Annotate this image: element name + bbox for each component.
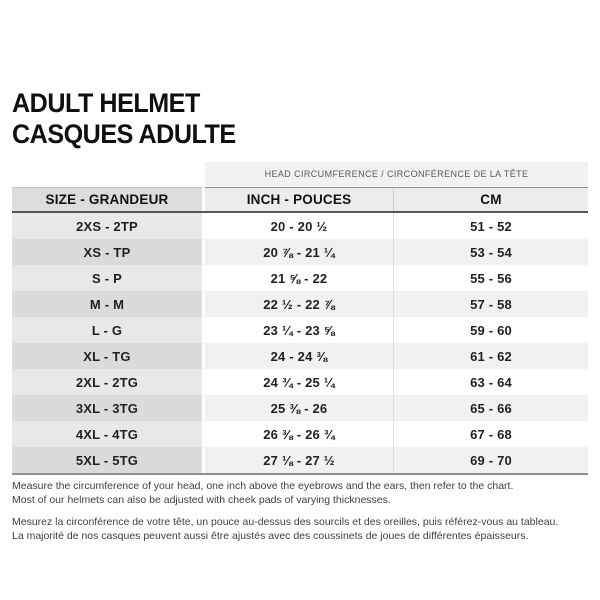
table-row: 2XL - 2TG 24 ¾ - 25 ¼ 63 - 64 xyxy=(12,369,588,395)
notes-french: Mesurez la circonférence de votre tête, … xyxy=(12,516,588,543)
inch-cell: 27 ⅛ - 27 ½ xyxy=(205,447,393,473)
table-row: M - M 22 ½ - 22 ⅞ 57 - 58 xyxy=(12,291,588,317)
cm-cell: 51 - 52 xyxy=(394,213,588,239)
cm-cell: 59 - 60 xyxy=(394,317,588,343)
size-table-body: 2XS - 2TP 20 - 20 ½ 51 - 52 XS - TP 20 ⅞ - 2… xyxy=(12,213,588,475)
page-title: ADULT HELMET CASQUES ADULTE xyxy=(12,88,253,150)
table-row: XS - TP 20 ⅞ - 21 ¼ 53 - 54 xyxy=(12,239,588,265)
inch-cell: 22 ½ - 22 ⅞ xyxy=(205,291,393,317)
column-divider xyxy=(393,265,394,291)
page-title-en: ADULT HELMET xyxy=(12,88,200,118)
cm-cell: 61 - 62 xyxy=(394,343,588,369)
column-divider xyxy=(393,187,394,211)
size-cell: L - G xyxy=(12,317,202,343)
inch-cell: 24 ¾ - 25 ¼ xyxy=(205,369,393,395)
size-cell: XS - TP xyxy=(12,239,202,265)
column-divider xyxy=(393,291,394,317)
table-row: L - G 23 ¼ - 23 ⅝ 59 - 60 xyxy=(12,317,588,343)
size-cell: 2XS - 2TP xyxy=(12,213,202,239)
size-cell: 5XL - 5TG xyxy=(12,447,202,473)
span-header-row: HEAD CIRCUMFERENCE / CIRCONFÉRENCE DE LA… xyxy=(12,162,588,186)
column-header-size: SIZE - GRANDEUR xyxy=(12,187,202,211)
size-cell: 2XL - 2TG xyxy=(12,369,202,395)
table-row: 5XL - 5TG 27 ⅛ - 27 ½ 69 - 70 xyxy=(12,447,588,473)
span-header-label: HEAD CIRCUMFERENCE / CIRCONFÉRENCE DE LA… xyxy=(205,162,588,186)
inch-cell: 23 ¼ - 23 ⅝ xyxy=(205,317,393,343)
cm-cell: 65 - 66 xyxy=(394,395,588,421)
cm-cell: 63 - 64 xyxy=(394,369,588,395)
column-divider xyxy=(393,317,394,343)
size-table: HEAD CIRCUMFERENCE / CIRCONFÉRENCE DE LA… xyxy=(12,162,588,475)
column-divider xyxy=(393,421,394,447)
span-header-gap xyxy=(12,186,588,187)
table-row: 4XL - 4TG 26 ⅜ - 26 ¾ 67 - 68 xyxy=(12,421,588,447)
column-divider xyxy=(393,447,394,473)
table-row: S - P 21 ⅝ - 22 55 - 56 xyxy=(12,265,588,291)
column-divider xyxy=(393,239,394,265)
size-cell: XL - TG xyxy=(12,343,202,369)
cm-cell: 53 - 54 xyxy=(394,239,588,265)
column-divider xyxy=(393,343,394,369)
cm-cell: 55 - 56 xyxy=(394,265,588,291)
size-cell: 3XL - 3TG xyxy=(12,395,202,421)
column-divider xyxy=(393,395,394,421)
size-cell: 4XL - 4TG xyxy=(12,421,202,447)
note-fr-line2: La majorité de nos casques peuvent aussi… xyxy=(12,529,529,542)
column-header-inch: INCH - POUCES xyxy=(205,187,393,211)
size-cell: S - P xyxy=(12,265,202,291)
inch-cell: 20 ⅞ - 21 ¼ xyxy=(205,239,393,265)
column-divider xyxy=(393,213,394,239)
note-en-line2: Most of our helmets can also be adjusted… xyxy=(12,493,391,506)
inch-cell: 26 ⅜ - 26 ¾ xyxy=(205,421,393,447)
notes-english: Measure the circumference of your head, … xyxy=(12,480,588,507)
size-cell: M - M xyxy=(12,291,202,317)
column-header-row: SIZE - GRANDEUR INCH - POUCES CM xyxy=(12,187,588,213)
note-fr-line1: Mesurez la circonférence de votre tête, … xyxy=(12,516,559,528)
note-en-line1: Measure the circumference of your head, … xyxy=(12,480,514,492)
table-row: 3XL - 3TG 25 ⅜ - 26 65 - 66 xyxy=(12,395,588,421)
column-header-cm: CM xyxy=(394,187,588,211)
cm-cell: 69 - 70 xyxy=(394,447,588,473)
inch-cell: 21 ⅝ - 22 xyxy=(205,265,393,291)
span-header-spacer xyxy=(12,162,205,186)
inch-cell: 25 ⅜ - 26 xyxy=(205,395,393,421)
table-row: XL - TG 24 - 24 ⅜ 61 - 62 xyxy=(12,343,588,369)
cm-cell: 67 - 68 xyxy=(394,421,588,447)
measurement-notes: Measure the circumference of your head, … xyxy=(12,480,588,543)
inch-cell: 24 - 24 ⅜ xyxy=(205,343,393,369)
column-divider xyxy=(393,369,394,395)
cm-cell: 57 - 58 xyxy=(394,291,588,317)
page-title-fr: CASQUES ADULTE xyxy=(12,119,236,149)
inch-cell: 20 - 20 ½ xyxy=(205,213,393,239)
table-row: 2XS - 2TP 20 - 20 ½ 51 - 52 xyxy=(12,213,588,239)
